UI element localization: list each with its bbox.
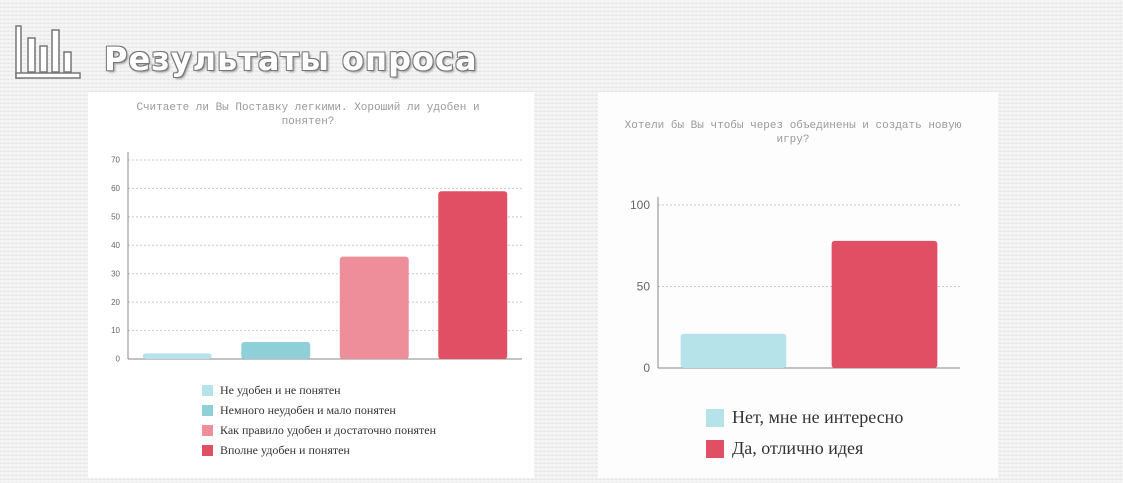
- legend-label: Вполне удобен и понятен: [220, 442, 350, 457]
- chart-panel-satisfaction: Считаете ли Вы Поставку легкими. Хороший…: [88, 92, 534, 478]
- chart-legend: Нет, мне не интересно Да, отлично идея: [706, 402, 903, 464]
- y-tick-label: 50: [637, 280, 651, 294]
- page-title: Результаты опроса: [104, 40, 478, 78]
- bar: [438, 191, 508, 359]
- bar-chart-icon: [15, 25, 81, 79]
- legend-item: Не удобен и не понятен: [202, 380, 436, 400]
- legend-label: Не удобен и не понятен: [220, 382, 341, 397]
- bar-chart-new-game: 0 50 100: [630, 197, 960, 375]
- bar-chart-satisfaction: 0 10 20 30 40 50 60 70: [111, 152, 522, 364]
- legend-label: Да, отлично идея: [732, 438, 864, 458]
- legend-item: Немного неудобен и мало понятен: [202, 400, 436, 420]
- legend-item: Как правило удобен и достаточно понятен: [202, 420, 436, 440]
- legend-item: Вполне удобен и понятен: [202, 440, 436, 460]
- legend-item: Нет, мне не интересно: [706, 402, 903, 433]
- y-tick-label: 40: [111, 241, 120, 250]
- legend-swatch: [706, 408, 724, 427]
- y-tick-label: 60: [111, 184, 120, 193]
- legend-label: Нет, мне не интересно: [732, 407, 904, 427]
- bar: [831, 240, 938, 368]
- y-tick-label: 100: [630, 198, 650, 212]
- chart-legend: Не удобен и не понятен Немного неудобен и…: [202, 380, 436, 460]
- y-tick-label: 30: [111, 269, 120, 278]
- legend-swatch: [202, 404, 213, 416]
- bar: [142, 353, 212, 359]
- y-tick-label: 70: [111, 156, 120, 165]
- y-tick-label: 0: [116, 355, 121, 364]
- y-tick-label: 50: [111, 213, 120, 222]
- legend-item: Да, отлично идея: [706, 433, 903, 464]
- page-header: Результаты опроса: [10, 20, 550, 80]
- chart-title: Считаете ли Вы Поставку легкими. Хороший…: [136, 102, 480, 128]
- chart-title: Хотели бы Вы чтобы через объединены и со…: [624, 120, 962, 146]
- y-tick-label: 20: [111, 298, 120, 307]
- legend-swatch: [202, 384, 213, 396]
- legend-label: Как правило удобен и достаточно понятен: [220, 422, 437, 437]
- bar: [339, 256, 409, 359]
- y-tick-label: 0: [643, 361, 650, 375]
- chart-panel-new-game: Хотели бы Вы чтобы через объединены и со…: [598, 92, 998, 478]
- bar: [680, 333, 787, 368]
- bar: [241, 341, 311, 359]
- legend-label: Немного неудобен и мало понятен: [220, 402, 396, 417]
- legend-swatch: [202, 424, 213, 436]
- legend-swatch: [202, 444, 213, 456]
- legend-swatch: [706, 439, 724, 458]
- y-tick-label: 10: [111, 326, 120, 335]
